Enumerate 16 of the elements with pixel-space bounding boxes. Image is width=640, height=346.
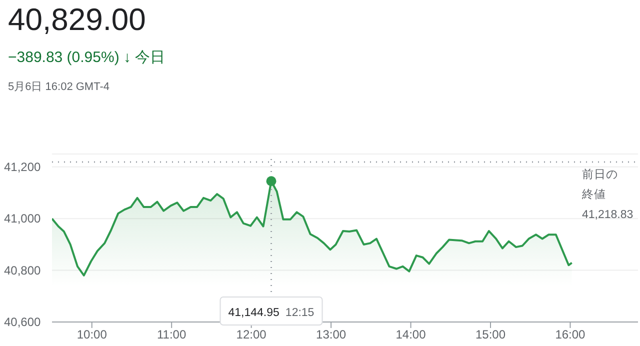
ref-line-label: 41,144.95 12:15 bbox=[228, 307, 314, 319]
y-tick-label: 41,200 bbox=[4, 160, 42, 174]
y-tick-label: 40,600 bbox=[4, 315, 42, 329]
x-tick-label: 15:00 bbox=[475, 328, 506, 342]
x-tick-label: 11:00 bbox=[157, 328, 186, 342]
text: 5月6日 16:02 GMT-4 bbox=[8, 80, 110, 94]
chart-title: 40,829.00 bbox=[8, 2, 146, 38]
x-tick-label: 12:00 bbox=[236, 328, 267, 342]
y-tick-label: 41,000 bbox=[4, 212, 42, 226]
x-tick-label: 14:00 bbox=[396, 328, 426, 342]
chart-subtitle: −389.83 (0.95%) ↓ 今日 bbox=[8, 48, 166, 67]
ref-line-label: 前日の終値 41,218.83 bbox=[581, 168, 634, 222]
x-tick-label: 13:00 bbox=[316, 328, 346, 342]
x-tick-label: 10:00 bbox=[76, 328, 108, 342]
x-tick-label: 16:00 bbox=[555, 328, 586, 342]
y-tick-label: 40,800 bbox=[4, 263, 42, 278]
